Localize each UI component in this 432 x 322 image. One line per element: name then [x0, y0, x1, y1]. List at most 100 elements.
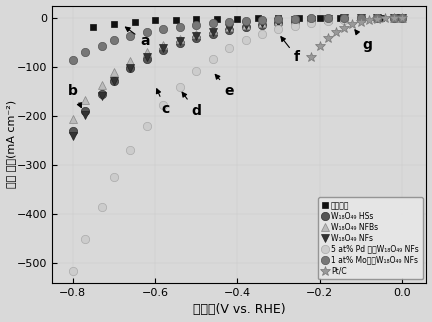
Pt/C [391, 16, 396, 20]
W₁₈O₄₉ NFBs [325, 17, 330, 21]
1 at% Mo掺杂W₁₈O₄₉ NFs [375, 16, 380, 20]
W₁₈O₄₉ NFs [391, 16, 396, 20]
5 at% Pd 掺杂W₁₈O₄₉ NFs [161, 103, 166, 107]
W₁₈O₄₉ NFs [70, 134, 76, 137]
W₁₈O₄₉ NFBs [243, 23, 248, 27]
W₁₈O₄₉ NFBs [226, 25, 232, 29]
Line: W₁₈O₄₉ NFBs: W₁₈O₄₉ NFBs [69, 14, 406, 123]
Pt/C [375, 17, 380, 21]
5 at% Pd 掺杂W₁₈O₄₉ NFs [177, 85, 182, 89]
1 at% Mo掺杂W₁₈O₄₉ NFs [325, 16, 330, 20]
1 at% Mo掺杂W₁₈O₄₉ NFs [391, 16, 396, 20]
W₁₈O₄₉ NFs [83, 113, 88, 117]
5 at% Pd 掺杂W₁₈O₄₉ NFs [259, 32, 264, 36]
Text: d: d [182, 92, 201, 118]
1 at% Mo掺杂W₁₈O₄₉ NFs [70, 58, 76, 62]
1 at% Mo掺杂W₁₈O₄₉ NFs [99, 44, 104, 48]
W₁₈O₄₉ HSs [309, 18, 314, 22]
W₁₈O₄₉ NFBs [144, 50, 149, 54]
Pt/C [325, 36, 330, 40]
玻熒电极 [337, 16, 343, 20]
1 at% Mo掺杂W₁₈O₄₉ NFs [128, 34, 133, 38]
Y-axis label: 电流 密度(mA cm⁻²): 电流 密度(mA cm⁻²) [6, 100, 16, 188]
Line: 1 at% Mo掺杂W₁₈O₄₉ NFs: 1 at% Mo掺杂W₁₈O₄₉ NFs [69, 14, 406, 64]
Legend: 玻熒电极, W₁₈O₄₉ HSs, W₁₈O₄₉ NFBs, W₁₈O₄₉ NFs, 5 at% Pd 掺杂W₁₈O₄₉ NFs, 1 at% Mo掺杂W₁₈O: 玻熒电极, W₁₈O₄₉ HSs, W₁₈O₄₉ NFBs, W₁₈O₄₉ NF… [318, 197, 422, 279]
W₁₈O₄₉ NFs [375, 16, 380, 20]
W₁₈O₄₉ NFs [399, 16, 404, 20]
5 at% Pd 掺杂W₁₈O₄₉ NFs [210, 57, 215, 61]
W₁₈O₄₉ HSs [375, 16, 380, 20]
1 at% Mo掺杂W₁₈O₄₉ NFs [177, 25, 182, 29]
玻熒电极 [132, 20, 137, 24]
Pt/C [358, 20, 363, 24]
W₁₈O₄₉ NFBs [259, 21, 264, 25]
Line: W₁₈O₄₉ NFs: W₁₈O₄₉ NFs [69, 14, 406, 140]
Pt/C [399, 16, 404, 20]
1 at% Mo掺杂W₁₈O₄₉ NFs [226, 20, 232, 24]
5 at% Pd 掺杂W₁₈O₄₉ NFs [375, 16, 380, 20]
1 at% Mo掺杂W₁₈O₄₉ NFs [210, 21, 215, 25]
5 at% Pd 掺杂W₁₈O₄₉ NFs [111, 175, 117, 179]
W₁₈O₄₉ NFBs [309, 17, 314, 21]
5 at% Pd 掺杂W₁₈O₄₉ NFs [70, 269, 76, 273]
W₁₈O₄₉ NFs [111, 79, 117, 83]
1 at% Mo掺杂W₁₈O₄₉ NFs [276, 17, 281, 21]
玻熒电极 [152, 18, 158, 22]
1 at% Mo掺杂W₁₈O₄₉ NFs [144, 30, 149, 34]
W₁₈O₄₉ HSs [194, 36, 199, 40]
W₁₈O₄₉ HSs [276, 21, 281, 25]
Pt/C [334, 30, 339, 34]
W₁₈O₄₉ NFBs [276, 19, 281, 23]
1 at% Mo掺杂W₁₈O₄₉ NFs [342, 16, 347, 20]
W₁₈O₄₉ NFs [276, 20, 281, 24]
W₁₈O₄₉ HSs [325, 17, 330, 21]
1 at% Mo掺杂W₁₈O₄₉ NFs [161, 27, 166, 31]
W₁₈O₄₉ NFs [161, 46, 166, 50]
W₁₈O₄₉ NFs [358, 16, 363, 20]
W₁₈O₄₉ HSs [99, 92, 104, 96]
Text: e: e [215, 74, 234, 98]
W₁₈O₄₉ NFBs [391, 16, 396, 20]
W₁₈O₄₉ HSs [243, 25, 248, 29]
W₁₈O₄₉ HSs [292, 19, 298, 23]
Text: c: c [156, 89, 169, 116]
W₁₈O₄₉ HSs [399, 16, 404, 20]
玻熒电极 [378, 16, 384, 20]
5 at% Pd 掺杂W₁₈O₄₉ NFs [358, 17, 363, 21]
5 at% Pd 掺杂W₁₈O₄₉ NFs [99, 205, 104, 209]
Pt/C [366, 18, 372, 22]
W₁₈O₄₉ HSs [111, 79, 117, 83]
W₁₈O₄₉ HSs [128, 66, 133, 70]
5 at% Pd 掺杂W₁₈O₄₉ NFs [391, 16, 396, 20]
玻熒电极 [255, 16, 260, 20]
玻熒电极 [276, 16, 281, 20]
1 at% Mo掺杂W₁₈O₄₉ NFs [358, 16, 363, 20]
Line: Pt/C: Pt/C [306, 13, 407, 62]
Pt/C [342, 26, 347, 30]
W₁₈O₄₉ NFBs [210, 28, 215, 32]
W₁₈O₄₉ NFBs [399, 16, 404, 20]
玻熒电极 [173, 18, 178, 22]
Text: f: f [281, 37, 300, 64]
W₁₈O₄₉ NFBs [292, 18, 298, 22]
5 at% Pd 掺杂W₁₈O₄₉ NFs [128, 148, 133, 152]
1 at% Mo掺杂W₁₈O₄₉ NFs [309, 16, 314, 20]
Line: 5 at% Pd 掺杂W₁₈O₄₉ NFs: 5 at% Pd 掺杂W₁₈O₄₉ NFs [69, 14, 406, 275]
1 at% Mo掺杂W₁₈O₄₉ NFs [111, 39, 117, 43]
W₁₈O₄₉ HSs [210, 32, 215, 35]
X-axis label: 过电位(V vs. RHE): 过电位(V vs. RHE) [193, 303, 286, 317]
W₁₈O₄₉ HSs [83, 109, 88, 113]
Pt/C [309, 55, 314, 59]
W₁₈O₄₉ HSs [226, 28, 232, 32]
W₁₈O₄₉ NFBs [99, 83, 104, 87]
Pt/C [383, 16, 388, 20]
W₁₈O₄₉ HSs [177, 42, 182, 45]
玻熒电极 [235, 17, 240, 21]
玻熒电极 [296, 16, 302, 20]
1 at% Mo掺杂W₁₈O₄₉ NFs [83, 50, 88, 54]
5 at% Pd 掺杂W₁₈O₄₉ NFs [83, 237, 88, 241]
W₁₈O₄₉ HSs [144, 57, 149, 61]
玻熒电极 [214, 17, 219, 21]
W₁₈O₄₉ NFBs [375, 16, 380, 20]
W₁₈O₄₉ NFs [210, 30, 215, 33]
